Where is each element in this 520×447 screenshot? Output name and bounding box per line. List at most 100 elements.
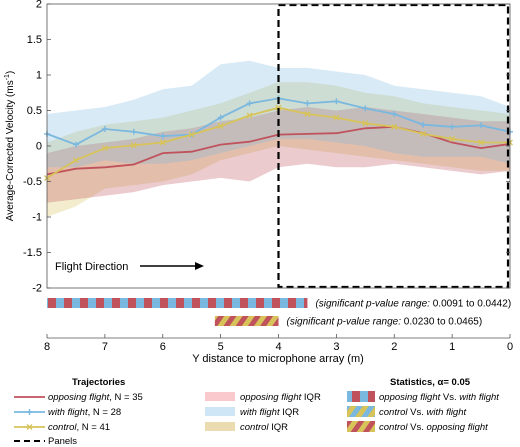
series-1-point (246, 100, 253, 107)
significance-note-values: 0.0091 to 0.0442 (433, 299, 509, 310)
legend-iqr-suffix: IQR (301, 392, 321, 403)
legend-iqr-suffix: IQR (269, 422, 289, 433)
legend-stat-swatch-0 (347, 391, 375, 402)
significance-note-close: ) (479, 317, 482, 328)
legend-stat-vs: Vs. (440, 392, 459, 403)
y-tick-label: 0.5 (27, 105, 42, 117)
legend-series-name: control (48, 422, 77, 433)
legend-series-label-1: with flight, N = 28 (48, 407, 121, 418)
series-2-point (449, 135, 456, 142)
legend-stat-vs: Vs. (408, 407, 427, 418)
x-tick-label: 2 (391, 341, 397, 353)
series-2-point (72, 157, 79, 164)
svg-text:Average-Corrected Velocity (ms: Average-Corrected Velocity (ms-1) (4, 71, 16, 222)
legend-iqr-label-1: with flight IQR (240, 407, 299, 418)
series-1-point (304, 100, 311, 107)
y-axis-label-unit-exponent: -1 (4, 74, 11, 80)
series-2-point (420, 130, 427, 137)
flight-direction: Flight Direction (55, 261, 204, 273)
legend-series-count: , N = 28 (88, 407, 122, 418)
series-1-point (420, 121, 427, 128)
y-tick-label: 2 (36, 0, 42, 11)
x-tick-label: 6 (160, 341, 166, 353)
legend-series-label-2: control, N = 41 (48, 422, 110, 433)
panels-rect (277, 3, 510, 289)
legend-series-name: opposing flight (48, 392, 110, 403)
legend-trajectories-title: Trajectories (72, 377, 125, 388)
x-tick-label: 0 (507, 341, 513, 353)
y-axis-label: Average-Corrected Velocity (ms-1) (4, 71, 16, 222)
y-axis-label-text: Average-Corrected Velocity (ms (5, 80, 16, 221)
series-1-point (333, 98, 340, 105)
x-tick-label: 4 (275, 341, 281, 353)
legend-iqr-name: opposing flight (240, 392, 302, 403)
series-1-point (159, 133, 166, 140)
series-1-point (72, 141, 79, 148)
legend-iqr-label-0: opposing flight IQR (240, 392, 321, 403)
y-tick-label: 1.5 (27, 34, 42, 46)
legend-iqr-label-2: control IQR (240, 422, 288, 433)
legend-iqr-suffix: IQR (280, 407, 300, 418)
y-axis-label-close: ) (5, 71, 16, 74)
y-tick-label: -1.5 (23, 247, 42, 259)
series-2-point (246, 112, 253, 119)
y-tick-label: 0 (36, 141, 42, 153)
series-2-point (159, 139, 166, 146)
series-2-point (362, 120, 369, 127)
y-tick-label: 1 (36, 70, 42, 82)
series-1-point (217, 114, 224, 121)
legend-stat-a: control (379, 422, 408, 433)
series-2-point (188, 131, 195, 138)
y-tick-label: -0.5 (23, 176, 42, 188)
y-tick-label: -1 (32, 212, 42, 224)
flight-direction-label: Flight Direction (55, 261, 128, 273)
legend-stat-b: with flight (459, 392, 499, 403)
legend-series-name: with flight (48, 407, 88, 418)
significance-note-close: ) (508, 299, 511, 310)
significance-bar-1 (214, 316, 279, 326)
series-1-point (101, 125, 108, 132)
legend-stat-b: opposing flight (427, 422, 489, 433)
series-2-point (478, 139, 485, 146)
x-tick-label: 1 (449, 341, 455, 353)
x-tick-label: 8 (44, 341, 50, 353)
legend-stat-a: control (379, 407, 408, 418)
x-tick-label: 7 (102, 341, 108, 353)
legend-series-count: , N = 41 (77, 422, 111, 433)
series-2-point (391, 123, 398, 130)
series-1-point (362, 105, 369, 112)
series-1-point (478, 122, 485, 129)
x-axis-label: Y distance to microphone array (m) (192, 353, 364, 365)
series-2-point (304, 111, 311, 118)
legend: Trajectories opposing flight, N = 35 with … (14, 377, 499, 447)
legend-stat-a: opposing flight (379, 392, 441, 403)
series-2-point (333, 114, 340, 121)
significance-note-text: (significant p-value range: (315, 299, 432, 310)
legend-stat-label-1: control Vs. with flight (379, 407, 466, 418)
significance-note-values: 0.0230 to 0.0465 (404, 317, 480, 328)
x-tick-label: 3 (333, 341, 339, 353)
legend-panels-label: Panels (48, 436, 77, 447)
legend-marker-1 (26, 409, 33, 415)
series-1-point (391, 111, 398, 118)
y-tick-label: -2 (32, 283, 42, 295)
significance-bars: (significant p-value range: 0.0091 to 0.… (47, 298, 511, 328)
flight-direction-arrowhead (195, 262, 204, 270)
series-2-point (130, 142, 137, 149)
legend-iqr-swatch-2 (205, 422, 235, 431)
series-2-point (217, 123, 224, 130)
legend-iqr-name: with flight (240, 407, 280, 418)
legend-marker-2 (26, 424, 33, 430)
legend-stat-label-0: opposing flight Vs. with flight (379, 392, 499, 403)
legend-stat-label-2: control Vs. opposing flight (379, 422, 488, 433)
legend-series-label-0: opposing flight, N = 35 (48, 392, 143, 403)
significance-note-0: (significant p-value range: 0.0091 to 0.… (315, 299, 511, 310)
legend-iqr-swatch-1 (205, 407, 235, 416)
legend-stat-b: with flight (427, 407, 467, 418)
legend-iqr-name: control (240, 422, 269, 433)
significance-note-text: (significant p-value range: (287, 317, 404, 328)
legend-stat-vs: Vs. (408, 422, 427, 433)
series-2-point (101, 145, 108, 152)
series-2-point (275, 104, 282, 111)
